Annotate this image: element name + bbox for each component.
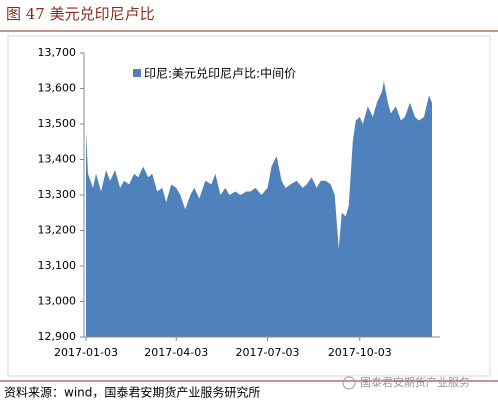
y-tick-label: 12,900	[38, 330, 77, 343]
y-tick-label: 13,100	[38, 259, 77, 272]
y-tick-label: 13,600	[38, 82, 77, 95]
source-note: 资料来源：wind，国泰君安期货产业服务研究所	[4, 385, 260, 400]
y-tick-label: 13,000	[38, 295, 77, 308]
legend-swatch	[133, 69, 141, 77]
y-tick-label: 13,200	[38, 224, 77, 237]
x-tick-label: 2017-10-03	[328, 346, 392, 359]
y-tick-label: 13,400	[38, 153, 77, 166]
legend-label: 印尼:美元兑印尼卢比:中间价	[144, 66, 296, 81]
x-tick-label: 2017-01-03	[54, 346, 118, 359]
watermark: 国泰君安期货产业服务	[360, 375, 470, 389]
area	[86, 81, 432, 338]
chart-border	[7, 35, 491, 377]
chart-title: 图 47 美元兑印尼卢比	[6, 5, 155, 23]
watermark-icon	[342, 376, 356, 390]
y-tick-label: 13,500	[38, 117, 77, 130]
x-tick-label: 2017-04-03	[144, 346, 208, 359]
x-tick-label: 2017-07-03	[236, 346, 300, 359]
y-tick-label: 13,300	[38, 188, 77, 201]
y-tick-label: 13,700	[38, 46, 77, 59]
